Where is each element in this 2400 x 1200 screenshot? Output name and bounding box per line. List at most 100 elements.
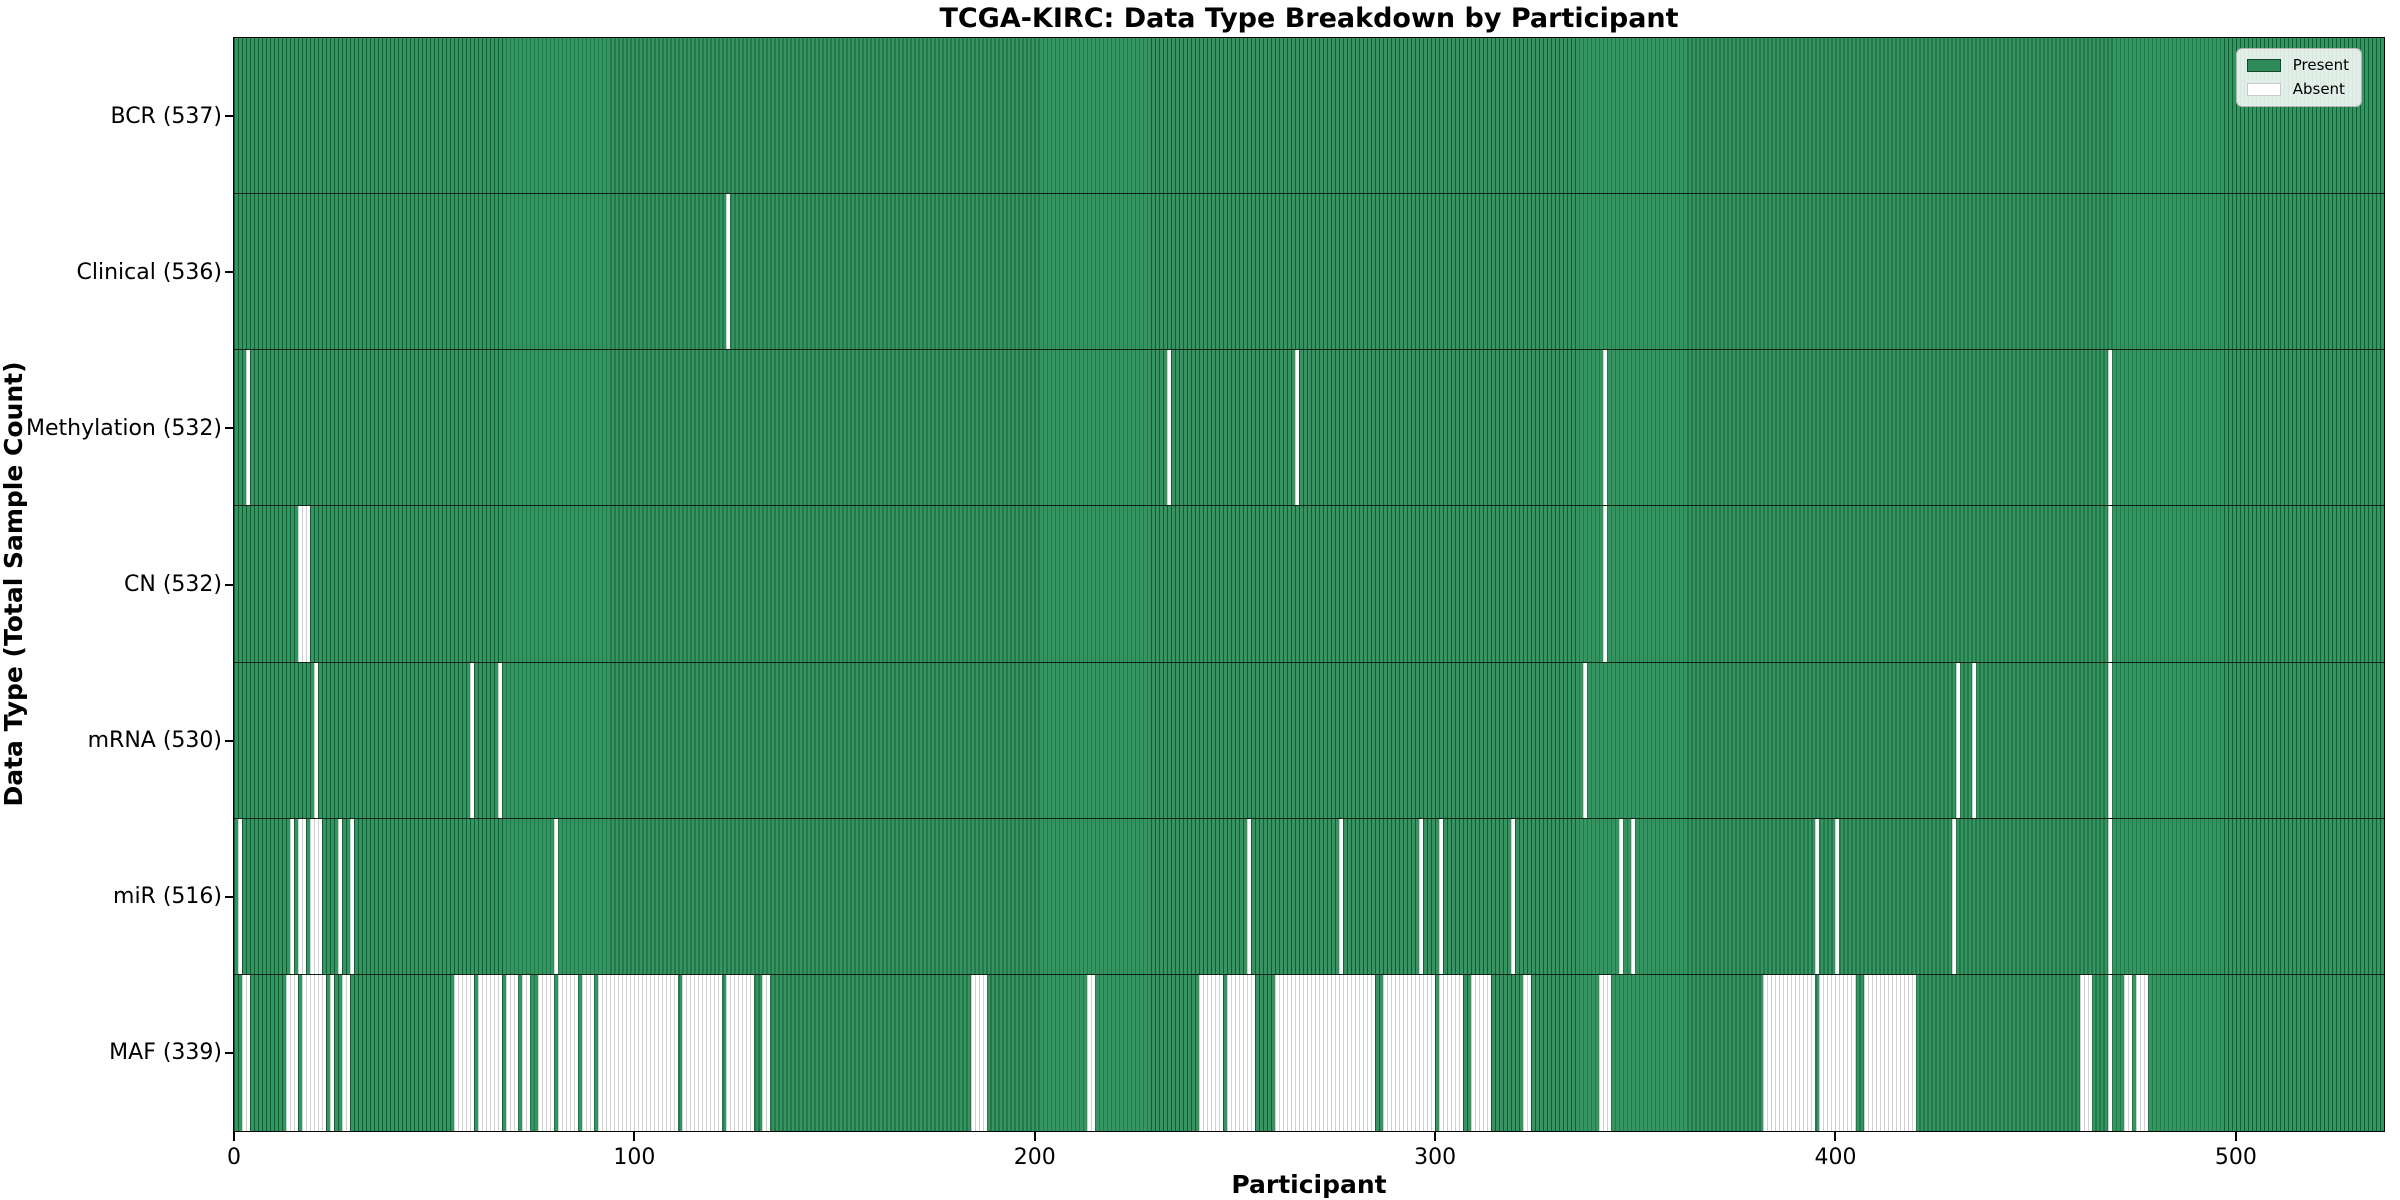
absent-segment [1419, 818, 1424, 974]
absent-segment [762, 974, 771, 1131]
x-tick-mark [1033, 1131, 1036, 1141]
absent-segment [498, 662, 503, 818]
absent-segment [314, 662, 319, 818]
present-swatch [2246, 58, 2281, 72]
absent-segment [238, 818, 242, 974]
absent-segment [1835, 818, 1840, 974]
absent-segment [286, 974, 299, 1131]
y-tick-mark [225, 115, 234, 118]
absent-segment [726, 194, 731, 350]
chart-row-clinical [234, 194, 2384, 351]
absent-segment [538, 974, 555, 1131]
absent-segment [298, 818, 307, 974]
chart-row-bcr [234, 38, 2384, 195]
absent-segment [1198, 974, 1223, 1131]
x-tick-mark [1834, 1131, 1837, 1141]
absent-segment [1603, 506, 1608, 662]
absent-segment [2107, 506, 2112, 662]
y-tick-label-maf: MAF (339) [109, 1040, 222, 1066]
x-tick-label-400: 400 [1814, 1145, 1857, 1170]
absent-segment [558, 974, 579, 1131]
absent-segment [1439, 818, 1444, 974]
y-tick-label-mrna: mRNA (530) [87, 728, 222, 754]
y-tick-label-methylation: Methylation (532) [26, 415, 222, 441]
absent-segment [1815, 818, 1820, 974]
absent-segment [1166, 350, 1171, 506]
absent-segment [310, 818, 323, 974]
absent-segment [2107, 350, 2112, 506]
absent-segment [350, 818, 355, 974]
absent-segment [470, 662, 475, 818]
absent-segment [1439, 974, 1464, 1131]
absent-segment [682, 974, 723, 1131]
absent-segment [1294, 350, 1299, 506]
legend-item-present: Present [2246, 56, 2349, 74]
absent-segment [1971, 662, 1976, 818]
absent-segment [726, 974, 755, 1131]
chart-row-cn [234, 506, 2384, 663]
absent-segment [970, 974, 987, 1131]
x-tick-label-0: 0 [227, 1145, 241, 1170]
absent-segment [290, 818, 295, 974]
absent-segment [1471, 974, 1492, 1131]
absent-segment [1631, 818, 1636, 974]
chart-title: TCGA-KIRC: Data Type Breakdown by Partic… [939, 3, 1679, 34]
absent-segment [598, 974, 679, 1131]
absent-segment [1511, 818, 1516, 974]
absent-segment [506, 974, 519, 1131]
absent-segment [246, 350, 250, 506]
y-tick-mark [225, 427, 234, 430]
chart-row-maf [234, 974, 2384, 1131]
x-tick-label-200: 200 [1013, 1145, 1056, 1170]
chart-row-mir [234, 818, 2384, 975]
absent-segment [1339, 818, 1344, 974]
y-tick-mark [225, 271, 234, 274]
plot-area: Present Absent [233, 37, 2385, 1132]
absent-segment [2107, 818, 2112, 974]
absent-segment [1246, 818, 1251, 974]
y-tick-mark [225, 895, 234, 898]
x-tick-mark [633, 1131, 636, 1141]
absent-segment [1619, 818, 1624, 974]
legend-label-absent: Absent [2292, 80, 2345, 98]
chart-row-mrna [234, 662, 2384, 819]
chart-row-methylation [234, 350, 2384, 507]
absent-segment [1819, 974, 1856, 1131]
absent-segment [1086, 974, 1095, 1131]
absent-segment [582, 974, 595, 1131]
absent-segment [2107, 974, 2112, 1131]
absent-segment [342, 974, 351, 1131]
y-tick-label-clinical: Clinical (536) [76, 259, 222, 285]
absent-segment [1955, 662, 1960, 818]
x-tick-mark [1434, 1131, 1437, 1141]
absent-segment [298, 506, 311, 662]
absent-segment [1583, 662, 1588, 818]
legend-item-absent: Absent [2246, 80, 2349, 98]
absent-segment [478, 974, 503, 1131]
absent-segment [1383, 974, 1436, 1131]
x-tick-mark [233, 1131, 235, 1141]
y-tick-mark [225, 583, 234, 586]
absent-segment [330, 974, 335, 1131]
absent-segment [2079, 974, 2092, 1131]
absent-segment [2107, 662, 2112, 818]
x-axis-label: Participant [1231, 1170, 1387, 1199]
y-tick-mark [225, 739, 234, 742]
x-tick-label-300: 300 [1414, 1145, 1457, 1170]
absent-segment [2135, 974, 2148, 1131]
absent-segment [554, 818, 559, 974]
absent-segment [1603, 350, 1608, 506]
y-tick-label-bcr: BCR (537) [110, 103, 222, 129]
absent-segment [1763, 974, 1816, 1131]
absent-segment [1599, 974, 1612, 1131]
absent-segment [1863, 974, 1916, 1131]
absent-segment [1523, 974, 1532, 1131]
legend-label-present: Present [2292, 56, 2349, 74]
absent-segment [338, 818, 343, 974]
absent-segment [1226, 974, 1255, 1131]
legend: Present Absent [2235, 48, 2362, 107]
x-tick-label-500: 500 [2214, 1145, 2257, 1170]
absent-segment [302, 974, 327, 1131]
x-tick-mark [2234, 1131, 2237, 1141]
absent-segment [2123, 974, 2132, 1131]
